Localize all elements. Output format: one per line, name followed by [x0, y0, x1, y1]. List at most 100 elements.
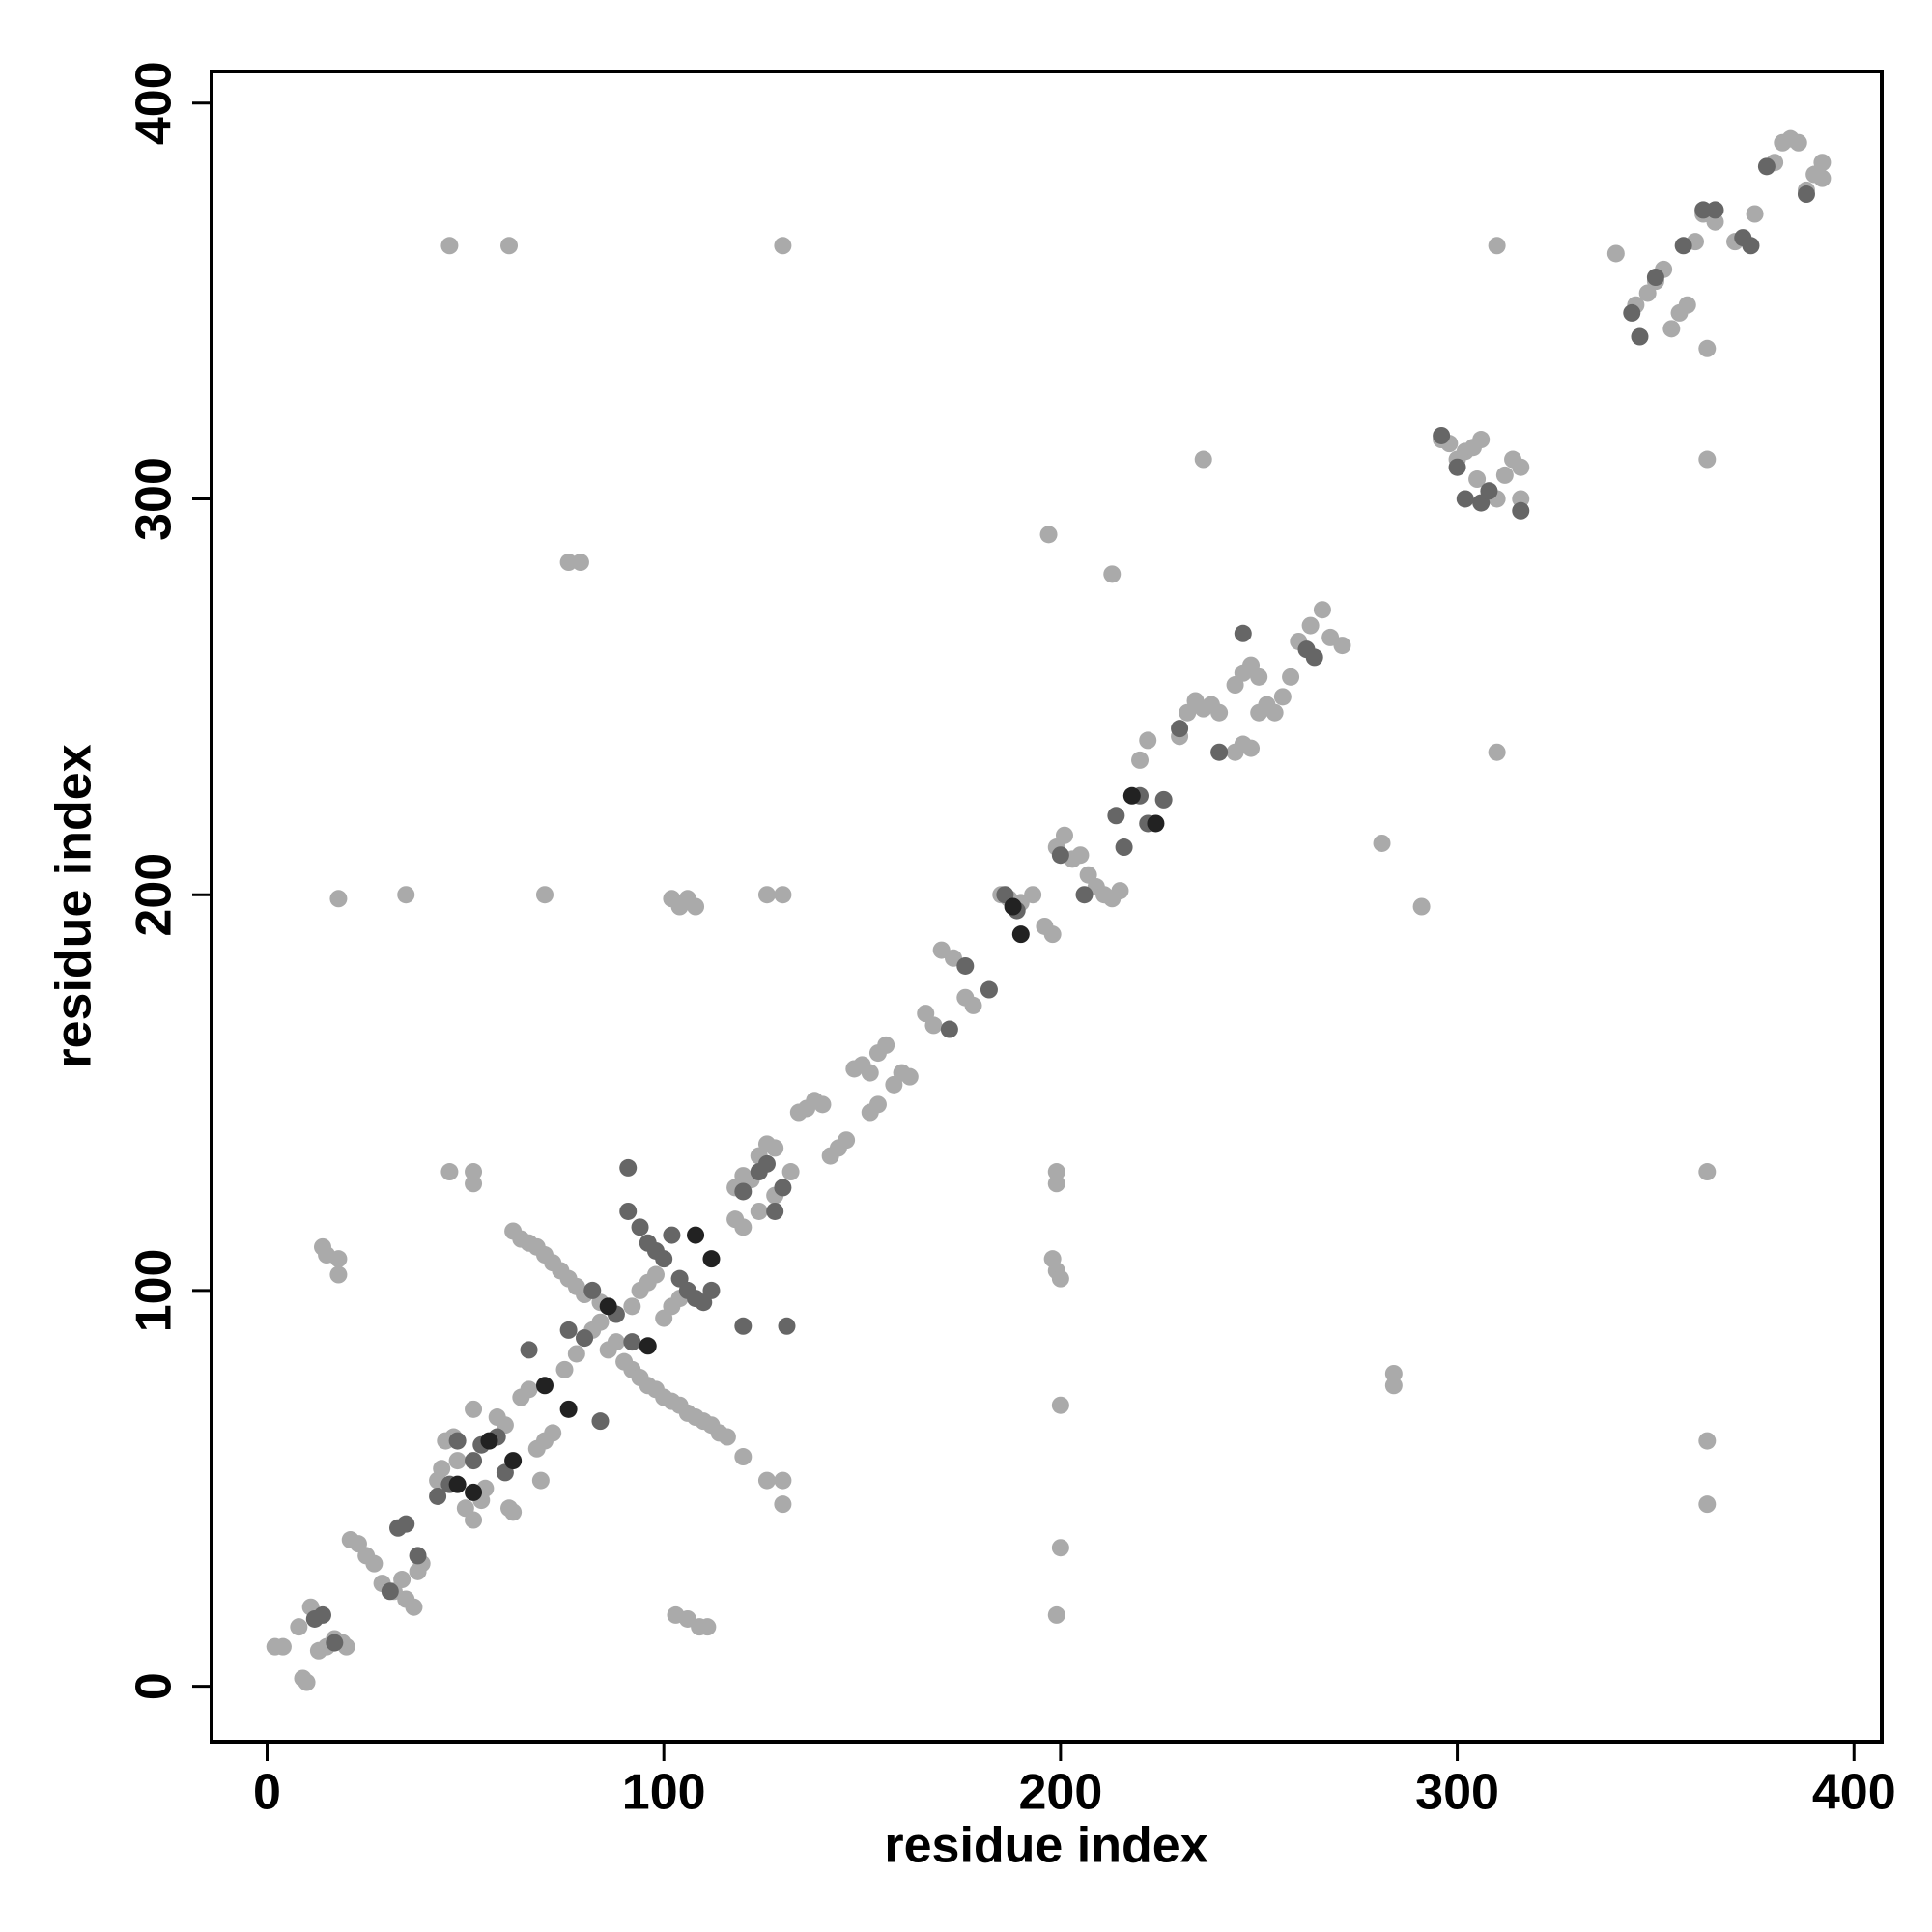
point [520, 1380, 538, 1399]
point [861, 1064, 879, 1082]
point [702, 1281, 721, 1299]
point [465, 1511, 483, 1529]
point [757, 886, 776, 904]
point [1433, 426, 1451, 444]
point [734, 1317, 753, 1335]
plot-frame [210, 70, 1884, 1744]
point [329, 890, 348, 908]
point [1282, 668, 1300, 686]
point [631, 1218, 649, 1236]
point [838, 1131, 856, 1150]
point [623, 1333, 641, 1351]
point [1698, 450, 1717, 469]
point [781, 1163, 800, 1181]
y-tick-label: 200 [127, 853, 183, 937]
point [868, 1095, 887, 1114]
point [646, 1265, 665, 1284]
x-tick-label: 100 [622, 1765, 706, 1821]
point [500, 237, 519, 255]
point [1273, 688, 1292, 706]
point [900, 1067, 919, 1086]
point [1448, 458, 1466, 476]
point [1757, 157, 1776, 176]
point [440, 1163, 459, 1181]
point [774, 1179, 792, 1197]
point [405, 1598, 423, 1616]
y-tick-label: 100 [127, 1249, 183, 1333]
point [440, 237, 459, 255]
point [504, 1452, 523, 1470]
point [1047, 1605, 1065, 1624]
point [1678, 296, 1696, 314]
point [687, 897, 705, 916]
point [734, 1448, 753, 1466]
point [1488, 237, 1506, 255]
point [757, 1154, 776, 1173]
point [535, 1377, 554, 1395]
point [500, 1499, 519, 1518]
point [465, 1175, 483, 1193]
point [448, 1452, 467, 1470]
point [750, 1202, 768, 1220]
point [465, 1452, 483, 1470]
point [813, 1095, 832, 1114]
point [1305, 648, 1323, 667]
point [663, 1226, 681, 1244]
point [1043, 925, 1062, 944]
point [778, 1317, 796, 1335]
point [448, 1475, 467, 1493]
point [1646, 269, 1664, 287]
point [1051, 846, 1069, 865]
point [583, 1281, 602, 1299]
point [1250, 668, 1268, 686]
point [1234, 624, 1252, 642]
point [1495, 466, 1514, 484]
point [774, 1495, 792, 1514]
point [1024, 886, 1042, 904]
point [429, 1487, 447, 1505]
point [964, 996, 982, 1014]
point [1051, 1396, 1069, 1414]
point [393, 1571, 412, 1589]
point [1746, 205, 1764, 223]
x-tick-label: 0 [253, 1765, 281, 1821]
point [591, 1313, 610, 1331]
point [465, 1483, 483, 1501]
y-tick-label: 300 [127, 457, 183, 541]
point [718, 1428, 736, 1446]
point [1698, 1495, 1717, 1514]
point [591, 1412, 610, 1431]
point [1468, 470, 1487, 489]
point [1194, 450, 1212, 469]
point [1797, 185, 1815, 204]
point [766, 1202, 784, 1220]
point [576, 1329, 594, 1348]
point [698, 1618, 717, 1636]
point [702, 1250, 721, 1268]
point [734, 1218, 753, 1236]
point [567, 1345, 585, 1363]
y-tick-label: 400 [127, 61, 183, 145]
point [1122, 786, 1141, 805]
point [1694, 201, 1713, 219]
point [1631, 327, 1649, 346]
point [1242, 739, 1261, 757]
point [1333, 637, 1351, 655]
point [1265, 703, 1284, 722]
point [555, 1360, 574, 1378]
point [326, 1634, 344, 1652]
point [1139, 731, 1157, 750]
point [1512, 501, 1530, 520]
point [1103, 565, 1122, 583]
point [1171, 720, 1189, 738]
point [559, 1400, 578, 1418]
x-tick-label: 400 [1812, 1765, 1896, 1821]
point [687, 1226, 705, 1244]
x-tick-label: 300 [1415, 1765, 1499, 1821]
point [1813, 154, 1832, 172]
point [924, 1016, 943, 1035]
point [1301, 616, 1320, 635]
point [877, 1036, 895, 1054]
point [1384, 1377, 1403, 1395]
